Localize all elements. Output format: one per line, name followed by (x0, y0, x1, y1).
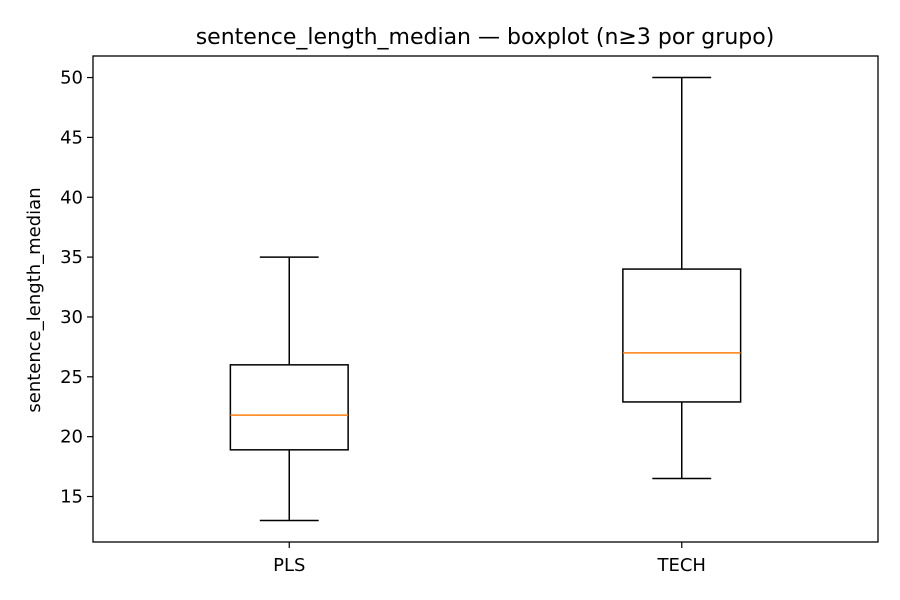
box-tech (622, 76, 742, 480)
x-tick-label: PLS (273, 555, 305, 576)
iqr-box (622, 268, 742, 403)
y-tick-label: 25 (60, 367, 83, 388)
y-tick-label: 45 (60, 127, 83, 148)
plot-area-frame (92, 55, 879, 543)
y-tick-label: 20 (60, 427, 83, 448)
y-axis-ticks: 15 20 25 30 35 40 45 50 (60, 68, 93, 508)
box-series (229, 76, 742, 522)
y-tick-label: 30 (60, 307, 83, 328)
box-pls (229, 256, 349, 522)
y-tick-label: 50 (60, 68, 83, 89)
y-axis-label: sentence_length_median (24, 187, 45, 412)
x-tick-label: TECH (657, 555, 706, 576)
y-tick-label: 40 (60, 187, 83, 208)
iqr-box (229, 364, 349, 451)
y-tick-label: 35 (60, 247, 83, 268)
y-tick-label: 15 (60, 487, 83, 508)
x-axis-ticks: PLS TECH (273, 542, 706, 576)
chart-title: sentence_length_median — boxplot (n≥3 po… (196, 25, 775, 50)
